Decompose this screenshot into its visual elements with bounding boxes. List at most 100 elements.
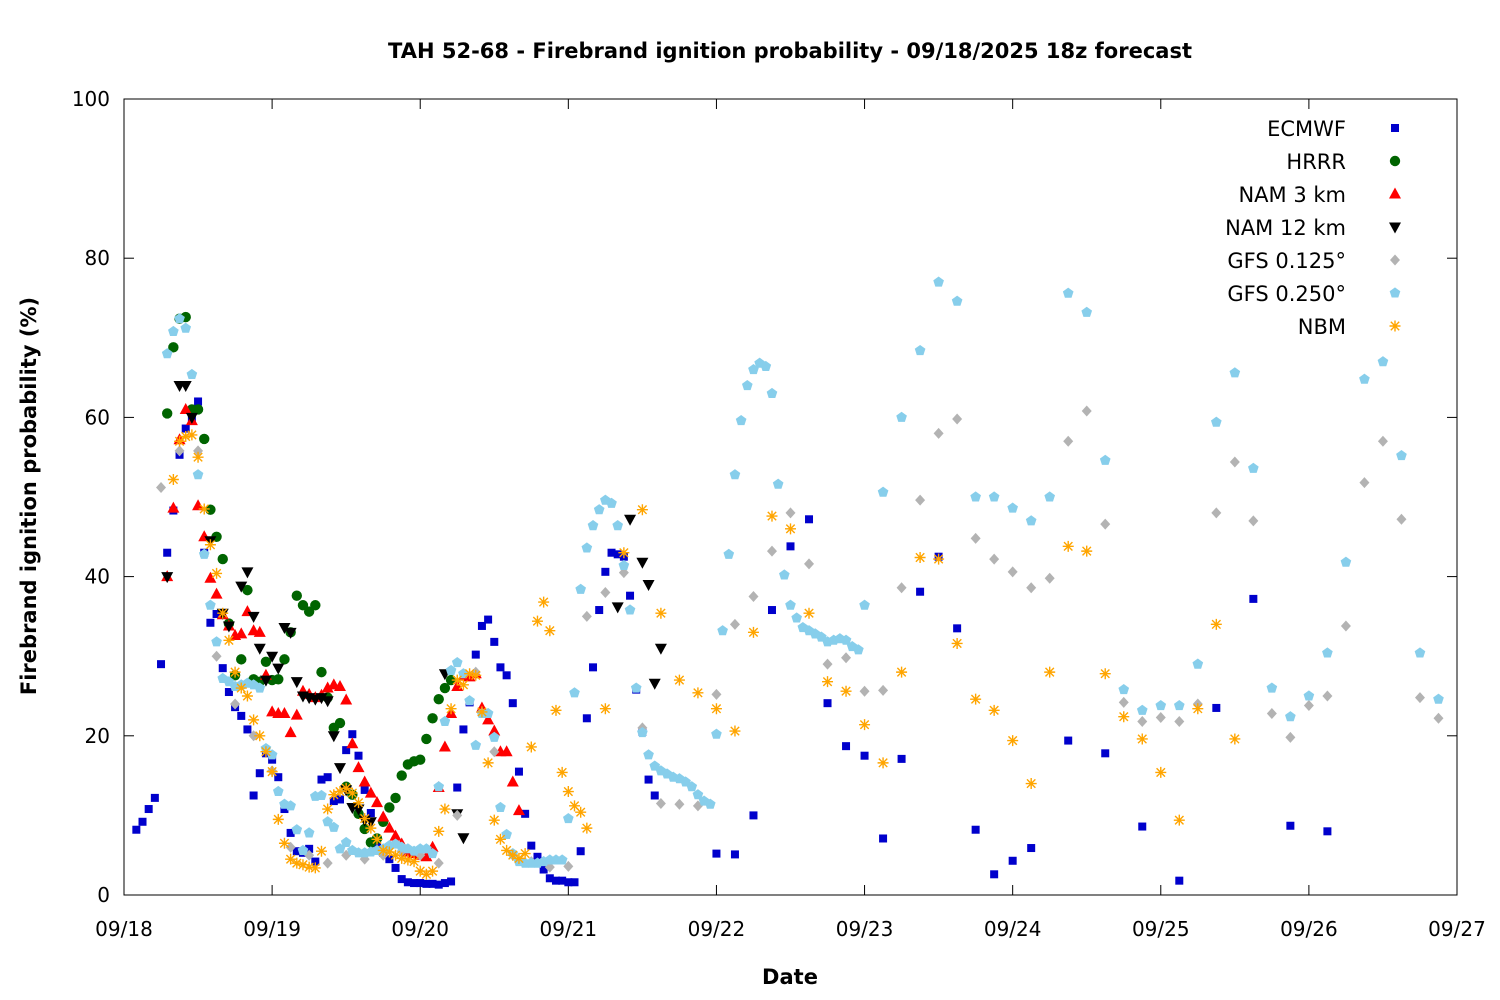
data-point <box>897 754 906 763</box>
data-point <box>704 798 716 809</box>
data-point <box>988 491 1000 502</box>
data-point <box>673 674 685 686</box>
data-point <box>1212 703 1221 712</box>
data-point <box>286 828 295 837</box>
data-point <box>235 581 248 593</box>
data-point <box>587 520 599 531</box>
data-point <box>285 800 296 811</box>
data-point <box>1323 827 1332 836</box>
data-point <box>266 766 278 778</box>
data-point <box>749 811 758 820</box>
data-point <box>204 539 216 551</box>
data-point <box>285 841 296 853</box>
data-point <box>212 610 221 619</box>
legend-marker-nam-12-km <box>1389 222 1401 234</box>
data-point <box>445 664 457 676</box>
data-point <box>333 679 346 691</box>
legend-marker-gfs-0-250 <box>1389 287 1401 298</box>
data-point <box>575 806 587 818</box>
data-point <box>970 693 982 705</box>
data-point <box>791 612 802 623</box>
data-point <box>476 706 488 718</box>
data-point <box>161 408 173 419</box>
data-point <box>730 850 739 859</box>
data-point <box>427 865 439 877</box>
data-point <box>644 775 653 784</box>
data-point <box>1100 518 1111 530</box>
data-point <box>933 553 945 565</box>
data-point <box>1081 405 1092 417</box>
data-point <box>1433 693 1444 704</box>
data-point <box>1155 766 1167 778</box>
data-point <box>389 829 402 841</box>
data-point <box>1192 658 1204 669</box>
data-point <box>1396 513 1407 525</box>
data-point <box>459 725 468 734</box>
data-point <box>273 674 284 685</box>
data-point <box>1155 699 1167 711</box>
data-point <box>772 478 784 489</box>
x-tick-label: 09/22 <box>688 917 746 941</box>
data-point <box>416 879 425 888</box>
data-point <box>723 548 735 559</box>
data-point <box>255 769 264 778</box>
data-point <box>253 625 266 637</box>
data-point <box>371 796 384 808</box>
data-point <box>1173 699 1185 711</box>
data-point <box>198 548 210 559</box>
x-tick-label: 09/25 <box>1132 917 1190 941</box>
data-point <box>218 664 227 673</box>
data-point <box>284 726 297 738</box>
x-tick-label: 09/21 <box>540 917 598 941</box>
data-point <box>785 599 796 610</box>
data-point <box>842 742 851 751</box>
data-point <box>222 621 235 633</box>
data-point <box>618 547 630 559</box>
legend-label-gfs-0-125: GFS 0.125° <box>1227 249 1346 273</box>
legend-marker-ecmwf <box>1391 124 1399 132</box>
data-point <box>235 627 248 639</box>
data-point <box>877 757 889 769</box>
data-point <box>464 695 475 706</box>
data-point <box>521 809 530 818</box>
data-point <box>291 857 303 869</box>
x-tick-label: 09/19 <box>243 917 301 941</box>
data-point <box>383 846 395 858</box>
data-point <box>447 877 456 886</box>
data-point <box>489 746 500 758</box>
x-tick-label: 09/20 <box>391 917 449 941</box>
data-point <box>223 634 235 646</box>
data-point <box>1136 733 1148 745</box>
series-layer <box>132 276 1444 889</box>
data-point <box>636 557 649 569</box>
data-point <box>648 678 661 690</box>
data-point <box>624 604 636 615</box>
y-tick-label: 40 <box>85 565 110 589</box>
data-point <box>538 596 550 608</box>
data-point <box>167 501 180 513</box>
data-point <box>138 817 147 826</box>
data-point <box>569 687 580 698</box>
data-point <box>686 781 698 792</box>
data-point <box>1377 435 1388 447</box>
data-point <box>655 797 666 809</box>
data-point <box>457 833 470 845</box>
data-point <box>383 821 396 833</box>
data-point <box>1285 711 1296 722</box>
data-point <box>674 798 685 810</box>
y-tick-label: 60 <box>85 405 110 429</box>
data-point <box>303 861 315 873</box>
data-point <box>556 854 568 865</box>
data-point <box>433 825 445 837</box>
data-point <box>766 510 778 522</box>
y-tick-label: 100 <box>72 87 110 111</box>
data-point <box>1026 582 1037 594</box>
data-point <box>470 669 482 681</box>
data-point <box>692 687 704 699</box>
data-point <box>348 730 357 739</box>
data-point <box>741 379 753 391</box>
y-axis-label: Firebrand ignition probability (%) <box>17 297 41 695</box>
data-point <box>933 276 944 287</box>
data-point <box>539 865 548 874</box>
